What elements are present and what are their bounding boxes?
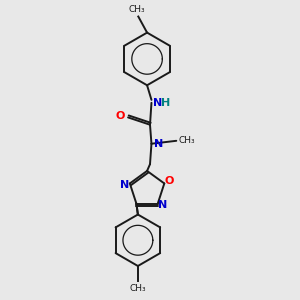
Text: N: N — [154, 139, 164, 149]
Text: O: O — [164, 176, 174, 186]
Text: CH₃: CH₃ — [179, 136, 195, 145]
Text: CH₃: CH₃ — [130, 284, 146, 293]
Text: O: O — [115, 111, 124, 121]
Text: CH₃: CH₃ — [128, 4, 145, 14]
Text: N: N — [158, 200, 168, 210]
Text: N: N — [120, 180, 129, 190]
Text: N: N — [153, 98, 162, 108]
Text: H: H — [161, 98, 170, 108]
